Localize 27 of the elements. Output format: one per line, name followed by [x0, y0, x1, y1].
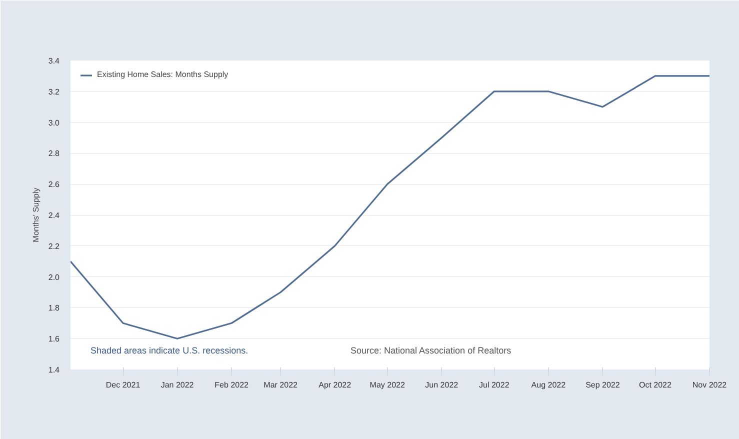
x-tick-label: Nov 2022 [692, 380, 728, 390]
y-tick-label: 2.4 [48, 211, 60, 220]
y-tick-label: 2.8 [48, 149, 60, 158]
x-tick-label: Aug 2022 [531, 380, 566, 390]
x-tick-label: Feb 2022 [214, 380, 250, 390]
x-tick-label: Jun 2022 [425, 380, 459, 390]
y-tick-label: 2.0 [48, 272, 60, 282]
annotation: Source: National Association of Realtors [350, 346, 512, 356]
x-tick-label: Apr 2022 [318, 380, 352, 390]
annotation: Shaded areas indicate U.S. recessions. [90, 346, 248, 356]
x-tick-label: Jan 2022 [160, 380, 194, 390]
x-tick-label: Dec 2021 [106, 380, 141, 390]
y-tick-label: 2.6 [48, 180, 60, 190]
x-tick-label: Oct 2022 [638, 380, 672, 390]
y-tick-label: 2.2 [48, 242, 60, 251]
x-tick-label: Sep 2022 [586, 380, 620, 390]
y-tick-label: 3.4 [48, 56, 60, 66]
x-tick-label: Jul 2022 [479, 380, 510, 390]
y-tick-label: 1.4 [48, 366, 60, 374]
y-axis-title: Months' Supply [31, 188, 40, 242]
y-tick-label: 3.0 [48, 118, 60, 128]
x-tick-label: Mar 2022 [264, 380, 298, 390]
y-tick-label: 1.6 [48, 334, 60, 344]
legend-label: Existing Home Sales: Months Supply [97, 70, 228, 79]
y-tick-label: 1.8 [48, 304, 60, 313]
y-tick-label: 3.2 [48, 87, 60, 96]
x-tick-label: May 2022 [370, 380, 406, 390]
